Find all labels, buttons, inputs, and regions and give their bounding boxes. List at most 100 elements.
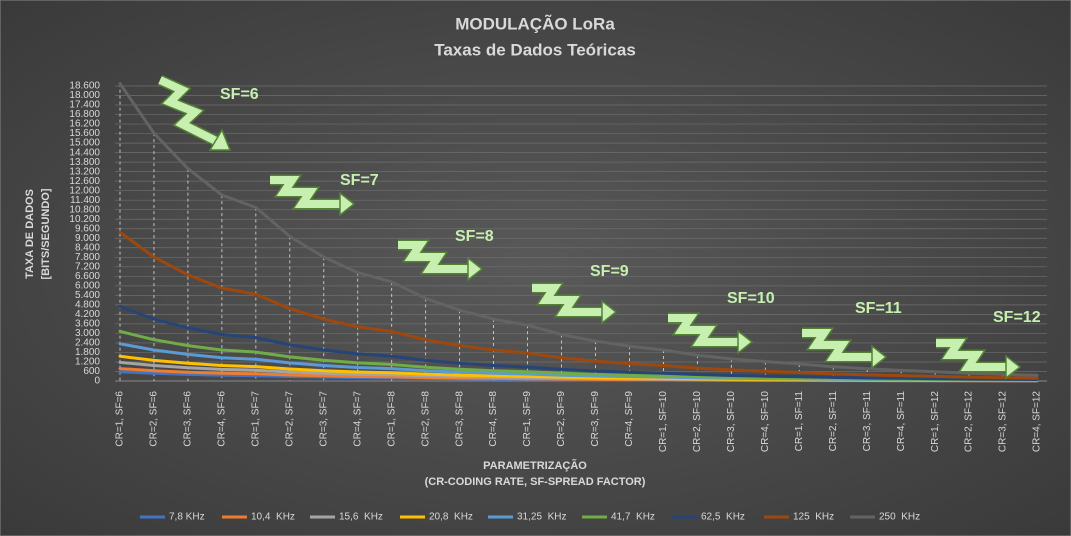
x-tick-label: CR=1, SF=9: [522, 391, 533, 447]
y-tick-label: 3.000: [75, 328, 100, 339]
y-tick-label: 600: [83, 366, 100, 377]
y-tick-label: 5.400: [75, 290, 100, 301]
x-axis-subtitle: (CR-CODING RATE, SF-SPREAD FACTOR): [425, 476, 646, 488]
x-tick-label: CR=1, SF=6: [115, 391, 126, 447]
x-tick-label: CR=1, SF=12: [930, 391, 941, 453]
zigzag-arrow-inner: [532, 284, 602, 316]
zigzag-arrow-inner: [668, 314, 738, 346]
legend-label: 15,6 KHz: [339, 512, 383, 523]
x-tick-label: CR=2, SF=9: [556, 391, 567, 447]
zigzag-arrow-inner: [936, 339, 1006, 371]
legend-label: 250 KHz: [879, 512, 920, 523]
y-tick-label: 10.800: [69, 204, 100, 215]
legend-label: 20,8 KHz: [429, 512, 473, 523]
y-tick-label: 6.600: [75, 271, 100, 282]
x-tick-label: CR=3, SF=12: [998, 391, 1009, 453]
y-tick-label: 14.400: [69, 147, 100, 158]
x-axis-title: PARAMETRIZAÇÃO: [483, 459, 587, 472]
y-tick-label: 10.200: [69, 214, 100, 225]
y-tick-label: 11.400: [70, 195, 100, 206]
x-tick-label: CR=4, SF=8: [488, 391, 499, 447]
x-tick-label: CR=3, SF=10: [726, 391, 737, 453]
arrow-head: [339, 191, 356, 217]
y-axis-subtitle: [BITS/SEGUNDO]: [40, 188, 52, 279]
legend-label: 125 KHz: [793, 512, 834, 523]
x-tick-label: CR=1, SF=10: [658, 391, 669, 453]
y-tick-label: 6.000: [75, 280, 100, 291]
x-tick-label: CR=2, SF=11: [828, 391, 839, 452]
y-tick-label: 7.200: [75, 261, 100, 272]
x-tick-label: CR=1, SF=11: [794, 391, 805, 452]
legend-label: 62,5 KHz: [701, 512, 745, 523]
y-tick-label: 2.400: [75, 338, 100, 349]
annotation: SF=6: [220, 86, 259, 103]
y-tick-label: 13.200: [69, 166, 100, 177]
x-tick-label: CR=4, SF=12: [1032, 391, 1043, 453]
arrow-head: [1005, 354, 1022, 380]
y-tick-label: 16.200: [69, 119, 100, 130]
y-tick-label: 17.400: [69, 100, 100, 111]
y-tick-label: 7.800: [75, 252, 100, 263]
annotation: SF=8: [455, 228, 494, 245]
chart-title: MODULAÇÃO LoRa: [455, 13, 615, 33]
y-tick-label: 1.800: [75, 347, 100, 358]
zigzag-arrow-inner: [802, 329, 872, 361]
y-tick-label: 0: [94, 376, 100, 387]
y-tick-label: 3.600: [75, 319, 100, 330]
legend-label: 10,4 KHz: [251, 512, 295, 523]
x-tick-label: CR=4, SF=11: [896, 391, 907, 452]
y-tick-label: 8.400: [75, 242, 100, 253]
y-axis-title: TAXA DE DADOS: [24, 189, 36, 279]
y-tick-label: 4.800: [75, 300, 100, 311]
y-tick-label: 15.600: [69, 128, 100, 139]
y-tick-label: 12.000: [69, 185, 100, 196]
zigzag-arrow-inner: [158, 76, 220, 146]
annotation: SF=7: [340, 172, 379, 189]
x-tick-label: CR=3, SF=9: [590, 391, 601, 447]
arrow-head: [208, 128, 232, 151]
legend-label: 31,25 KHz: [517, 512, 566, 523]
annotation: SF=10: [727, 290, 775, 307]
y-tick-label: 12.600: [69, 176, 100, 187]
arrow-head: [871, 344, 888, 370]
series-line: [118, 305, 1039, 381]
x-tick-label: CR=2, SF=12: [964, 391, 975, 453]
y-tick-label: 9.600: [75, 223, 100, 234]
y-tick-label: 15.000: [69, 138, 100, 149]
annotation: SF=9: [590, 263, 629, 280]
arrow-head: [601, 299, 618, 325]
x-tick-label: CR=3, SF=8: [454, 391, 465, 447]
y-tick-label: 4.200: [75, 309, 100, 320]
y-tick-label: 13.800: [69, 157, 100, 168]
y-tick-label: 18.000: [69, 90, 100, 101]
x-tick-label: CR=2, SF=6: [149, 391, 160, 447]
x-tick-label: CR=2, SF=8: [420, 391, 431, 447]
zigzag-arrow-inner: [398, 241, 468, 273]
y-tick-label: 9.000: [75, 233, 100, 244]
x-tick-label: CR=3, SF=7: [318, 391, 329, 447]
series-line: [118, 82, 1039, 377]
x-tick-label: CR=3, SF=11: [862, 391, 873, 452]
series-line: [118, 230, 1039, 380]
x-tick-label: CR=1, SF=7: [250, 391, 261, 447]
x-tick-label: CR=2, SF=7: [284, 391, 295, 447]
y-tick-label: 1.200: [75, 357, 100, 368]
annotation: SF=11: [855, 300, 902, 317]
x-tick-label: CR=4, SF=10: [760, 391, 771, 453]
arrow-head: [737, 329, 754, 355]
chart-subtitle: Taxas de Dados Teóricas: [434, 40, 636, 59]
arrow-head: [467, 256, 484, 282]
x-tick-label: CR=4, SF=6: [217, 391, 228, 447]
x-tick-label: CR=3, SF=6: [183, 391, 194, 447]
x-tick-label: CR=2, SF=10: [692, 391, 703, 453]
legend-label: 41,7 KHz: [611, 512, 655, 523]
x-tick-label: CR=4, SF=9: [624, 391, 635, 447]
legend-label: 7,8 KHz: [169, 512, 205, 523]
x-tick-label: CR=1, SF=8: [386, 391, 397, 447]
annotation: SF=12: [993, 309, 1041, 326]
x-tick-label: CR=4, SF=7: [352, 391, 363, 447]
y-tick-label: 16.800: [69, 109, 100, 120]
zigzag-arrow-inner: [270, 176, 340, 208]
